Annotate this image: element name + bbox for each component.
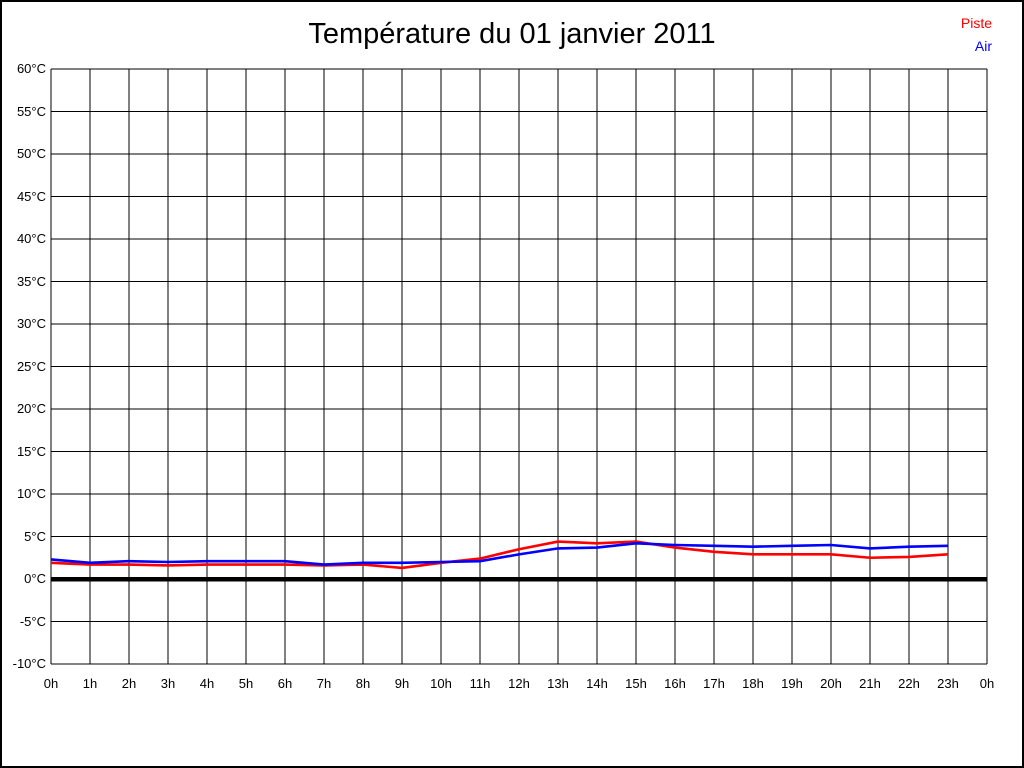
y-tick-label: 45°C: [16, 188, 46, 204]
series-line-air: [50, 541, 949, 566]
legend: Piste Air: [961, 12, 992, 58]
x-tick-label: 2h: [121, 676, 137, 691]
series-line-piste: [50, 540, 949, 570]
y-tick-label: 60°C: [16, 61, 46, 76]
x-tick-label: 19h: [781, 676, 803, 691]
x-tick-label: 23h: [937, 676, 959, 691]
y-tick-label: 25°C: [16, 358, 46, 374]
x-tick-label: 0h: [43, 676, 59, 691]
y-tick-label: 55°C: [16, 103, 46, 119]
x-tick-label: 8h: [355, 676, 371, 691]
x-tick-label: 6h: [277, 676, 293, 691]
y-tick-label: 50°C: [16, 146, 46, 161]
legend-item-air: Air: [974, 38, 992, 54]
x-tick-label: 18h: [742, 676, 764, 691]
x-tick-label: 15h: [625, 676, 647, 691]
x-tick-label: 10h: [430, 676, 452, 691]
x-tick-label: 3h: [160, 676, 176, 691]
y-tick-label: 0°C: [24, 571, 46, 586]
x-tick-label: 11h: [469, 676, 491, 691]
x-tick-label: 12h: [508, 676, 530, 691]
y-tick-label: 20°C: [16, 401, 46, 416]
chart-title: Température du 01 janvier 2011: [308, 18, 716, 50]
x-tick-label: 22h: [898, 676, 920, 691]
y-tick-label: 10°C: [16, 486, 46, 501]
x-tick-label: 20h: [820, 676, 842, 691]
x-tick-label: 21h: [859, 676, 881, 691]
y-tick-label: 5°C: [24, 528, 46, 544]
x-tick-label: 7h: [316, 676, 332, 691]
x-tick-label: 9h: [394, 676, 410, 691]
y-tick-label: -10°C: [12, 656, 46, 671]
y-tick-label: 35°C: [16, 273, 46, 289]
y-tick-label: -5°C: [19, 613, 46, 629]
x-tick-label: 0h: [979, 676, 995, 691]
x-tick-label: 16h: [664, 676, 686, 691]
x-tick-label: 5h: [238, 676, 254, 691]
x-tick-label: 13h: [547, 676, 569, 691]
y-tick-label: 40°C: [16, 231, 46, 246]
x-tick-label: 14h: [586, 676, 608, 691]
x-tick-label: 4h: [199, 676, 215, 691]
y-tick-label: 15°C: [16, 443, 46, 459]
legend-item-piste: Piste: [960, 15, 992, 31]
x-tick-label: 17h: [703, 676, 725, 691]
x-tick-label: 1h: [82, 676, 98, 691]
y-tick-label: 30°C: [16, 316, 46, 331]
